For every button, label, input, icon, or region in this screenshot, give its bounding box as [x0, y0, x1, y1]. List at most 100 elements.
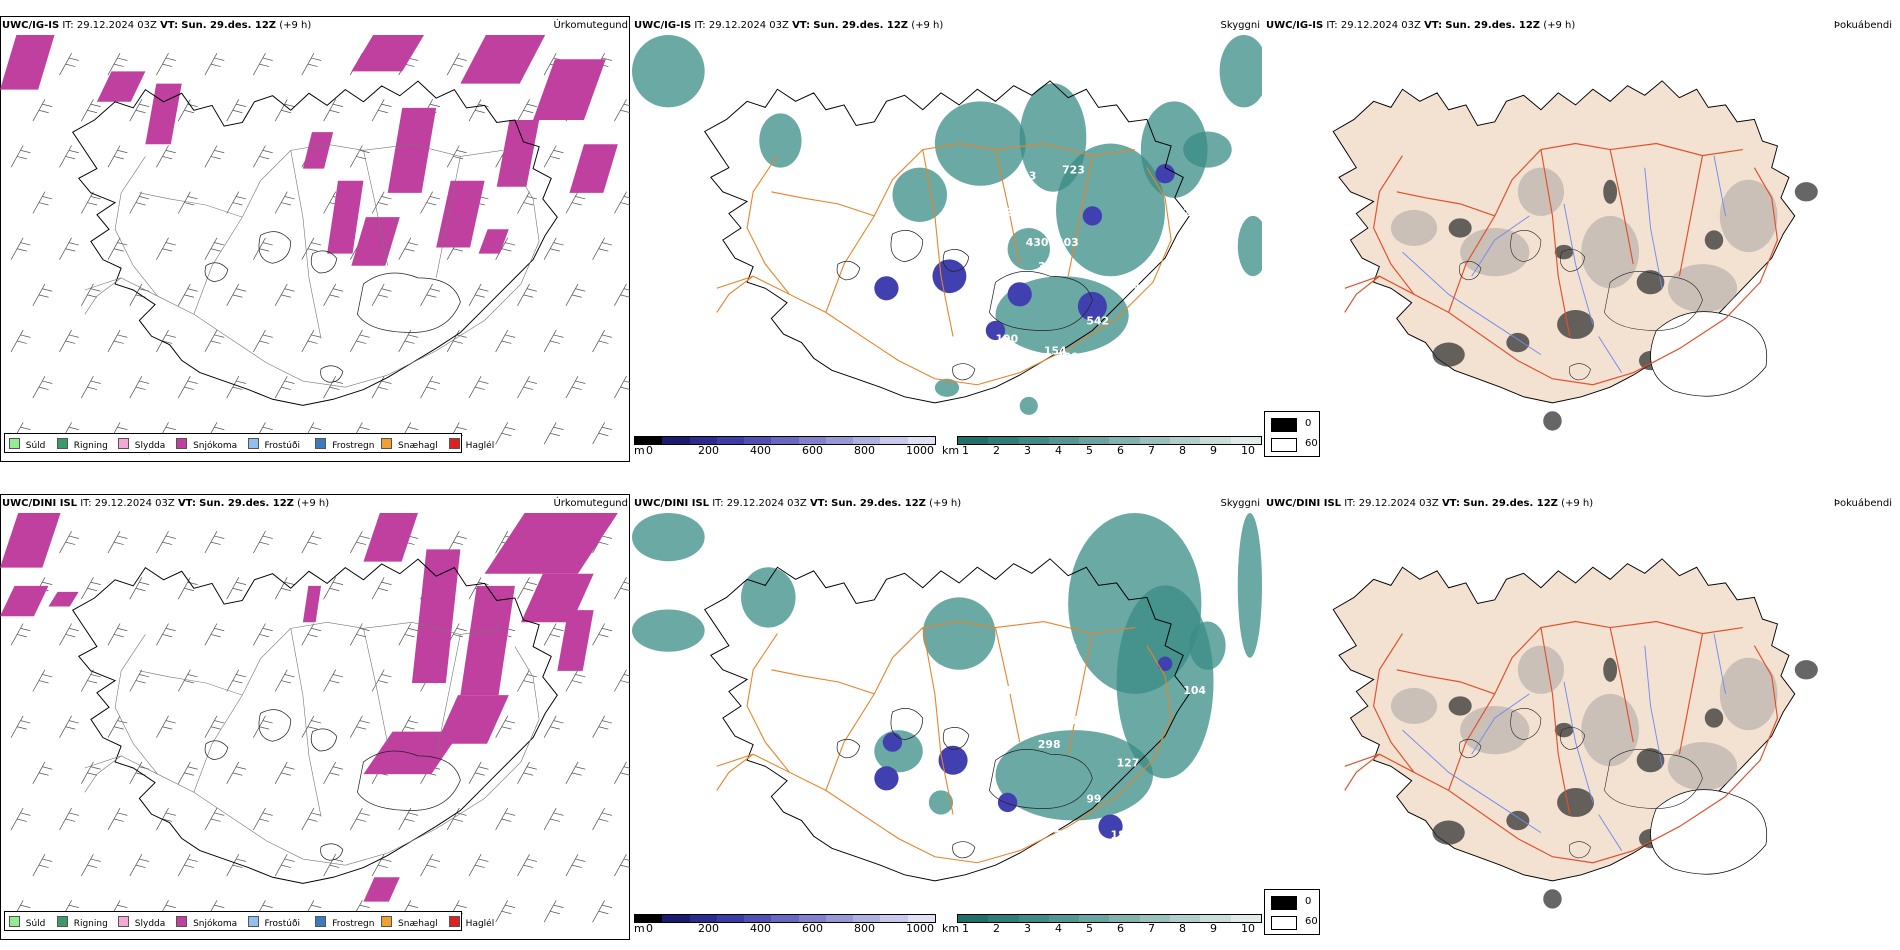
- cloud-base-label: 233: [1201, 236, 1224, 249]
- offset: (+9 h): [1543, 20, 1576, 31]
- cloud-base-unit: m: [634, 444, 645, 457]
- fog-scale-max: 0: [1305, 418, 1312, 429]
- legend-label: Frostregn: [332, 919, 375, 929]
- cloud-base-label: 423: [1014, 170, 1037, 183]
- vt-value: Sun. 29.des. 12Z: [181, 20, 277, 31]
- legend-swatch: [448, 438, 460, 449]
- legend-item: Haglél: [448, 438, 494, 451]
- cloud-base-label: 298: [1038, 738, 1061, 751]
- panel-title: UWC/IG-IS IT: 29.12.2024 03Z VT: Sun. 29…: [634, 20, 943, 31]
- legend-item: Frostúði: [247, 438, 300, 451]
- fog-scale-dark: [1271, 418, 1297, 432]
- visibility-tick: 10: [1241, 922, 1255, 935]
- it-value: 29.12.2024 03Z: [1358, 498, 1439, 509]
- fog-scale-dark: [1271, 896, 1297, 910]
- visibility-tick: 4: [1055, 922, 1062, 935]
- legend-label: Snjókoma: [193, 441, 238, 451]
- cloud-base-tick: 200: [698, 922, 719, 935]
- cloud-base-colorbar: [634, 914, 936, 923]
- legend-swatch: [117, 916, 129, 927]
- legend-item: Súld: [8, 916, 46, 929]
- visibility-tick: 4: [1055, 444, 1062, 457]
- precip-type-panel: UWC/IG-IS IT: 29.12.2024 03Z VT: Sun. 29…: [0, 0, 632, 465]
- vt-value: Sun. 29.des. 12Z: [813, 20, 909, 31]
- legend-swatch: [315, 916, 327, 927]
- legend-label: Súld: [25, 441, 46, 451]
- cloud-base-label: 309: [1056, 351, 1079, 364]
- model-name: UWC/DINI ISL: [2, 498, 78, 509]
- cloud-base-label: 127: [1117, 756, 1140, 769]
- legend-item: Slydda: [117, 438, 166, 451]
- precip-type-panel: UWC/DINI ISL IT: 29.12.2024 03Z VT: Sun.…: [0, 478, 632, 943]
- legend-item: Súld: [8, 438, 46, 451]
- cloud-base-tick: 1000: [906, 444, 934, 457]
- cloud-base-tick: 200: [698, 444, 719, 457]
- legend-item: Rigning: [56, 916, 108, 929]
- visibility-tick: 6: [1117, 922, 1124, 935]
- cloud-base-label: 591: [965, 805, 988, 818]
- precip-map: [0, 35, 630, 445]
- legend-label: Slydda: [134, 441, 166, 451]
- precip-legend: Súld Rigning Slydda Snjókoma Frostúði Fr…: [4, 911, 494, 931]
- legend-label: Súld: [25, 919, 46, 929]
- visibility-tick: 3: [1024, 922, 1031, 935]
- vt-label: VT:: [1441, 498, 1460, 509]
- vt-label: VT:: [160, 20, 179, 31]
- it-label: IT:: [62, 20, 74, 31]
- cloud-visibility-panel: UWC/DINI ISL IT: 29.12.2024 03Z VT: Sun.…: [632, 478, 1264, 943]
- vt-label: VT:: [1424, 20, 1443, 31]
- panel-title: UWC/DINI ISL IT: 29.12.2024 03Z VT: Sun.…: [634, 498, 961, 509]
- cloud-base-label: 104: [1183, 684, 1206, 697]
- cloud-base-label: 303: [1056, 236, 1079, 249]
- cloud-base-label: 120: [1135, 357, 1158, 370]
- it-label: IT:: [1344, 498, 1356, 509]
- precip-panel-name: Úrkomutegund: [553, 498, 628, 509]
- legend-swatch: [381, 438, 392, 449]
- legend-item: Frostregn: [315, 438, 374, 451]
- cloud-base-label: 355: [1026, 714, 1049, 727]
- vt-label: VT:: [792, 20, 811, 31]
- cloud-base-label: 116: [1117, 278, 1140, 291]
- it-label: IT:: [694, 20, 706, 31]
- cloud-base-label: 354: [1038, 260, 1061, 273]
- it-value: 29.12.2024 03Z: [726, 498, 807, 509]
- legend-label: Snæhagl: [398, 441, 438, 451]
- cloud-base-label: 197: [1005, 684, 1028, 697]
- vt-value: Sun. 29.des. 12Z: [199, 498, 294, 509]
- legend-swatch: [117, 438, 129, 449]
- visibility-colorbar: [957, 914, 1262, 923]
- legend-label: Slydda: [134, 919, 166, 929]
- legend-swatch: [8, 916, 20, 927]
- legend-swatch: [56, 438, 68, 449]
- cloud-panel-name: Skyggni: [1220, 498, 1260, 509]
- cloud-base-label: 99: [1086, 792, 1101, 805]
- offset: (+9 h): [279, 20, 312, 31]
- legend-swatch: [8, 438, 20, 449]
- cloud-visibility-panel: UWC/IG-IS IT: 29.12.2024 03Z VT: Sun. 29…: [632, 0, 1264, 465]
- cloud-base-unit: m: [634, 922, 645, 935]
- legend-item: Snjókoma: [176, 916, 237, 929]
- cloud-base-label: 430: [1026, 236, 1049, 249]
- model-name: UWC/IG-IS: [634, 20, 692, 31]
- fog-scale-min: 60: [1305, 438, 1318, 449]
- visibility-tick: 5: [1086, 444, 1093, 457]
- it-value: 29.12.2024 03Z: [94, 498, 175, 509]
- visibility-unit: km: [942, 444, 960, 457]
- cloud-base-label: 723: [1062, 164, 1085, 177]
- visibility-unit: km: [942, 922, 960, 935]
- visibility-colorbar: [957, 436, 1262, 445]
- cloud-base-label: 182: [1111, 829, 1134, 842]
- legend-item: Frostregn: [315, 916, 374, 929]
- it-label: IT:: [712, 498, 724, 509]
- visibility-tick: 5: [1086, 922, 1093, 935]
- vt-value: Sun. 29.des. 12Z: [1463, 498, 1558, 509]
- cloud-base-label: 160: [1056, 829, 1079, 842]
- visibility-tick: 6: [1117, 444, 1124, 457]
- cloud-base-tick: 400: [750, 922, 771, 935]
- legend-swatch: [56, 916, 68, 927]
- cloud-base-tick: 800: [854, 444, 875, 457]
- it-label: IT:: [1326, 20, 1338, 31]
- fog-scale-min: 60: [1305, 916, 1318, 927]
- cloud-base-label: 396: [1005, 206, 1028, 219]
